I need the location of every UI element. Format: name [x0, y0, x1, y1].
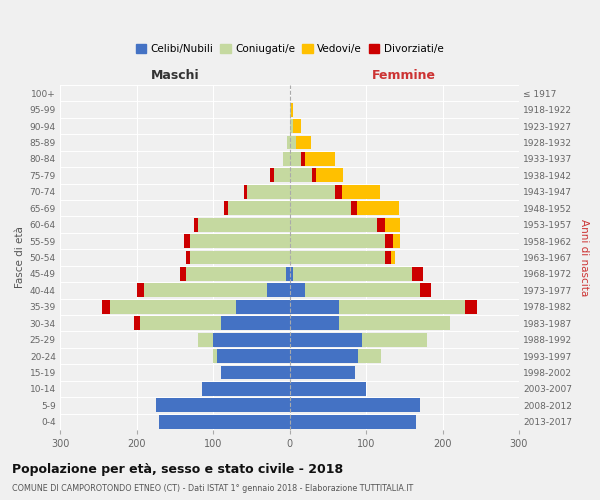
Bar	[358, 349, 382, 363]
Text: Femmine: Femmine	[372, 68, 436, 82]
Bar	[290, 349, 358, 363]
Bar	[393, 234, 400, 248]
Bar	[244, 185, 247, 199]
Bar	[466, 300, 477, 314]
Bar	[224, 201, 229, 215]
Text: Maschi: Maschi	[151, 68, 199, 82]
Bar	[362, 332, 427, 346]
Bar	[137, 284, 144, 298]
Bar	[419, 284, 431, 298]
Bar	[296, 136, 311, 149]
Bar	[301, 152, 305, 166]
Bar	[186, 250, 190, 264]
Bar	[290, 201, 350, 215]
Bar	[291, 102, 293, 117]
Bar	[293, 267, 412, 281]
Bar	[271, 168, 274, 182]
Bar	[290, 234, 385, 248]
Bar	[202, 382, 290, 396]
Bar	[287, 136, 290, 149]
Legend: Celibi/Nubili, Coniugati/e, Vedovi/e, Divorziati/e: Celibi/Nubili, Coniugati/e, Vedovi/e, Di…	[134, 42, 445, 56]
Bar	[155, 398, 290, 412]
Bar	[290, 168, 313, 182]
Bar	[357, 201, 399, 215]
Bar	[339, 300, 466, 314]
Bar	[350, 201, 357, 215]
Bar	[213, 349, 217, 363]
Bar	[194, 218, 198, 232]
Bar	[247, 185, 290, 199]
Bar	[190, 250, 290, 264]
Bar	[290, 250, 385, 264]
Bar	[180, 267, 186, 281]
Bar	[391, 250, 395, 264]
Bar	[290, 102, 291, 117]
Bar	[290, 300, 339, 314]
Bar	[290, 366, 355, 380]
Bar	[184, 234, 190, 248]
Bar	[290, 382, 366, 396]
Bar	[144, 284, 266, 298]
Bar	[339, 316, 450, 330]
Text: Popolazione per età, sesso e stato civile - 2018: Popolazione per età, sesso e stato civil…	[12, 462, 343, 475]
Bar	[186, 267, 286, 281]
Bar	[293, 119, 301, 133]
Bar	[160, 415, 290, 429]
Bar	[290, 398, 419, 412]
Bar	[385, 234, 393, 248]
Bar	[290, 218, 377, 232]
Bar	[274, 168, 290, 182]
Bar	[305, 284, 419, 298]
Bar	[198, 332, 213, 346]
Bar	[283, 152, 290, 166]
Bar	[266, 284, 290, 298]
Bar	[290, 267, 293, 281]
Bar	[341, 185, 380, 199]
Bar	[290, 152, 301, 166]
Bar	[290, 332, 362, 346]
Bar	[313, 168, 316, 182]
Bar	[385, 250, 391, 264]
Bar	[229, 201, 290, 215]
Bar	[316, 168, 343, 182]
Bar	[290, 415, 416, 429]
Y-axis label: Anni di nascita: Anni di nascita	[579, 219, 589, 296]
Bar	[217, 349, 290, 363]
Bar	[290, 136, 296, 149]
Bar	[102, 300, 110, 314]
Bar	[286, 267, 290, 281]
Bar	[190, 234, 290, 248]
Bar	[377, 218, 385, 232]
Bar	[385, 218, 400, 232]
Bar	[213, 332, 290, 346]
Bar	[412, 267, 424, 281]
Y-axis label: Fasce di età: Fasce di età	[16, 226, 25, 288]
Text: COMUNE DI CAMPOROTONDO ETNEO (CT) - Dati ISTAT 1° gennaio 2018 - Elaborazione TU: COMUNE DI CAMPOROTONDO ETNEO (CT) - Dati…	[12, 484, 413, 493]
Bar	[290, 119, 293, 133]
Bar	[290, 316, 339, 330]
Bar	[221, 366, 290, 380]
Bar	[110, 300, 236, 314]
Bar	[134, 316, 140, 330]
Bar	[221, 316, 290, 330]
Bar	[198, 218, 290, 232]
Bar	[140, 316, 221, 330]
Bar	[335, 185, 341, 199]
Bar	[236, 300, 290, 314]
Bar	[290, 185, 335, 199]
Bar	[305, 152, 335, 166]
Bar	[290, 284, 305, 298]
